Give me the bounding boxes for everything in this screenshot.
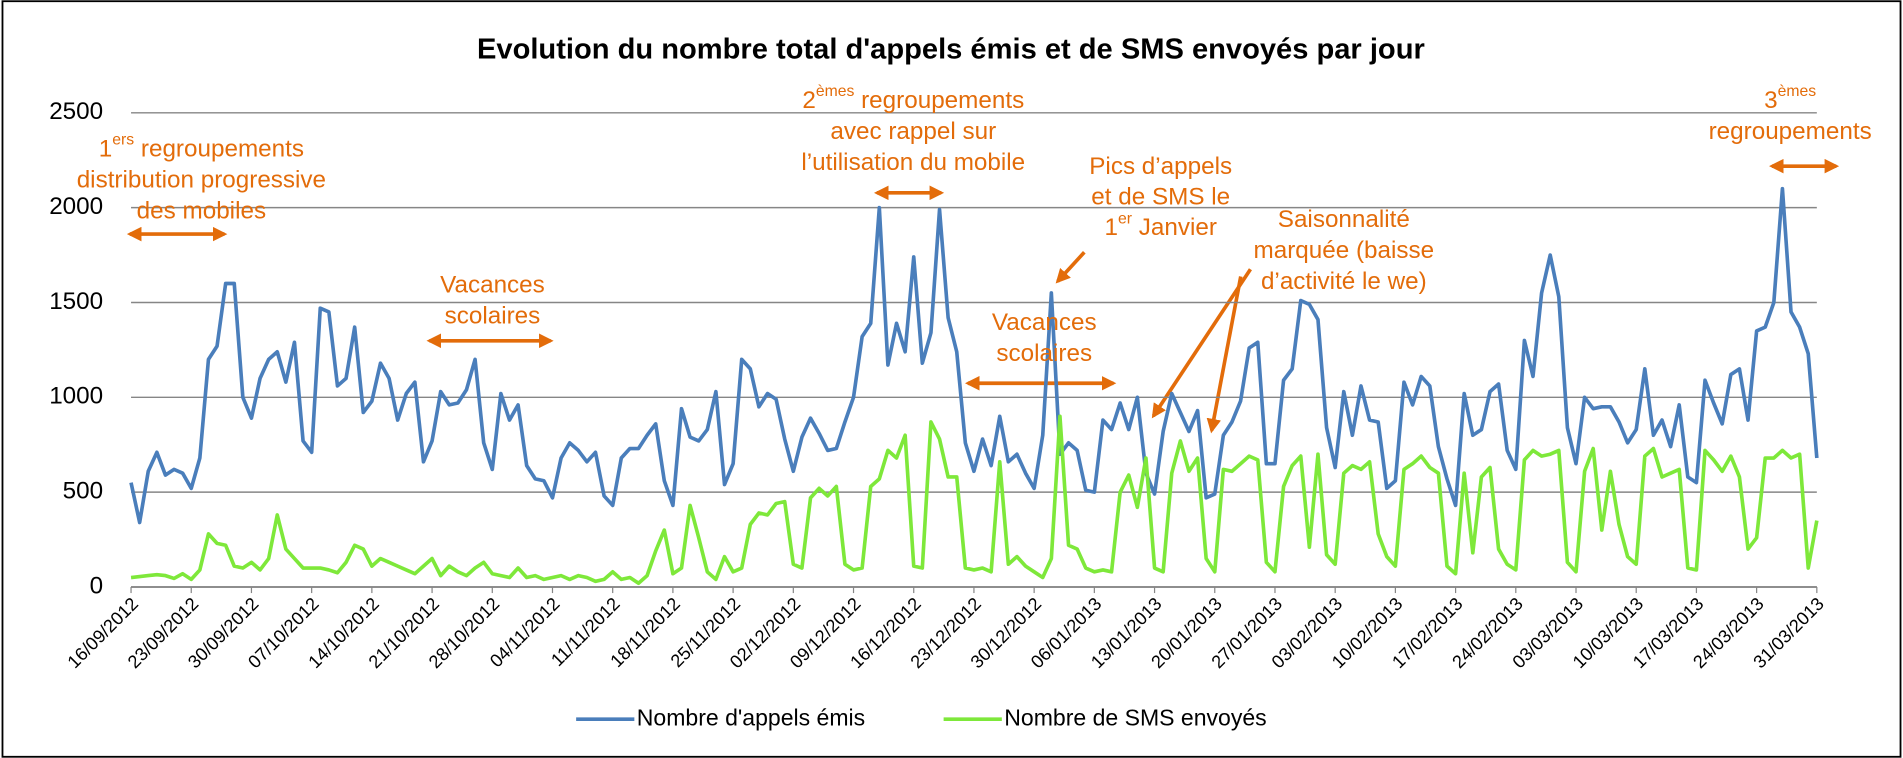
annotation: 2èmes regroupements	[802, 83, 1024, 114]
annotation-part: 3	[1764, 87, 1778, 114]
chart-title: Evolution du nombre total d'appels émis …	[477, 34, 1425, 66]
annotation: regroupements	[1709, 118, 1872, 145]
annotation: Vacances	[992, 309, 1097, 336]
annotation: des mobiles	[137, 198, 266, 225]
legend-label: Nombre d'appels émis	[637, 704, 865, 730]
y-tick-label: 0	[90, 572, 104, 599]
annotation: l’utilisation du mobile	[801, 149, 1025, 176]
annotation-part: regroupements	[134, 136, 304, 163]
y-tick-label: 1000	[49, 383, 103, 410]
y-tick-label: 500	[63, 478, 103, 505]
annotation: 1ers regroupements	[99, 132, 304, 163]
annotation-sup: ers	[112, 132, 134, 149]
annotation: Pics d’appels	[1089, 153, 1232, 180]
arrows	[126, 158, 1840, 434]
y-tick-label: 2500	[49, 98, 103, 125]
annotation: 1er Janvier	[1104, 211, 1216, 242]
series-line	[130, 414, 1819, 586]
y-tick-label: 2000	[49, 193, 103, 220]
annotation: et de SMS le	[1091, 184, 1230, 211]
annotation-sup: èmes	[1778, 83, 1817, 100]
annotation: d’activité le we)	[1261, 268, 1427, 295]
annotation-sup: er	[1118, 211, 1132, 228]
annotation-sup: èmes	[816, 83, 855, 100]
annotation-part: 1	[99, 136, 112, 163]
annotation: 3èmes	[1764, 83, 1816, 114]
annotation: distribution progressive	[77, 167, 326, 194]
annotation: Saisonnalité	[1278, 206, 1410, 233]
y-tick-label: 1500	[49, 288, 103, 315]
annotation-part: 2	[802, 87, 816, 114]
annotation: avec rappel sur	[830, 118, 996, 145]
annotation: Vacances	[440, 272, 545, 299]
annotation: scolaires	[996, 340, 1092, 367]
annotation: scolaires	[445, 303, 541, 330]
legend-label: Nombre de SMS envoyés	[1004, 704, 1266, 730]
series-line	[129, 186, 1819, 525]
annotation-part: regroupements	[854, 87, 1024, 114]
annotation: marquée (baisse	[1254, 237, 1435, 264]
annotation-part: 1	[1104, 215, 1118, 242]
annotation-part: Janvier	[1132, 215, 1217, 242]
